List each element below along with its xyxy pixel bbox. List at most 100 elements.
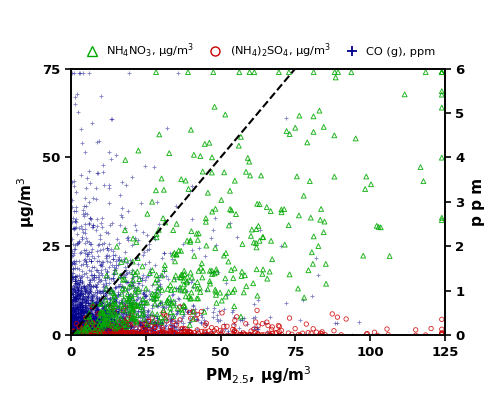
Point bbox=[102, 327, 110, 334]
Point bbox=[272, 329, 280, 336]
Point bbox=[142, 328, 150, 334]
Point bbox=[107, 326, 115, 333]
Point bbox=[438, 91, 446, 98]
Point bbox=[78, 306, 86, 312]
Point bbox=[284, 222, 292, 228]
Point bbox=[72, 225, 80, 231]
Point bbox=[110, 310, 118, 316]
Point bbox=[95, 288, 103, 294]
Point bbox=[68, 302, 76, 308]
Point bbox=[77, 305, 85, 312]
Point bbox=[181, 306, 189, 312]
Point bbox=[144, 314, 152, 320]
Point bbox=[240, 331, 248, 337]
Point bbox=[78, 317, 86, 324]
Point bbox=[92, 284, 100, 290]
Point bbox=[169, 330, 177, 336]
Point bbox=[108, 294, 116, 300]
Point bbox=[71, 327, 79, 333]
Point bbox=[76, 300, 84, 306]
Point bbox=[86, 305, 94, 312]
Point bbox=[103, 320, 111, 326]
Point bbox=[98, 314, 106, 321]
Point bbox=[68, 285, 76, 292]
Point bbox=[122, 329, 130, 336]
Point bbox=[73, 323, 81, 330]
Point bbox=[112, 332, 120, 338]
Point bbox=[76, 331, 84, 338]
Point bbox=[155, 331, 163, 338]
Point bbox=[110, 328, 118, 335]
Point bbox=[194, 230, 202, 237]
Point bbox=[80, 257, 88, 263]
Point bbox=[87, 304, 95, 310]
Point bbox=[90, 314, 98, 320]
Point bbox=[230, 286, 238, 292]
Point bbox=[86, 311, 94, 317]
Point bbox=[120, 331, 128, 337]
Point bbox=[81, 303, 89, 310]
Point bbox=[84, 329, 92, 335]
Point bbox=[275, 328, 283, 335]
Point bbox=[246, 332, 254, 338]
Point bbox=[238, 329, 246, 335]
Point bbox=[74, 296, 82, 302]
Point bbox=[88, 264, 96, 271]
Point bbox=[85, 311, 93, 318]
Point bbox=[78, 307, 86, 313]
Point bbox=[70, 323, 78, 330]
Point bbox=[142, 330, 150, 336]
Point bbox=[82, 288, 90, 294]
Point bbox=[109, 329, 117, 336]
Point bbox=[70, 312, 78, 319]
Point bbox=[74, 328, 82, 335]
Point bbox=[80, 330, 88, 337]
Point bbox=[123, 297, 131, 303]
Point bbox=[68, 331, 76, 337]
Point bbox=[148, 291, 156, 297]
Point bbox=[74, 322, 82, 328]
Point bbox=[132, 330, 140, 336]
Point bbox=[81, 320, 89, 327]
Point bbox=[150, 233, 158, 239]
Point bbox=[70, 225, 78, 231]
Point bbox=[71, 301, 79, 307]
Point bbox=[73, 328, 81, 334]
Point bbox=[320, 124, 328, 130]
Point bbox=[75, 313, 83, 320]
Point bbox=[199, 307, 207, 313]
Point bbox=[82, 314, 90, 320]
Point bbox=[79, 318, 87, 324]
Point bbox=[115, 328, 123, 334]
Point bbox=[168, 324, 175, 331]
Point bbox=[72, 330, 80, 336]
Point bbox=[92, 312, 100, 318]
Point bbox=[68, 290, 76, 296]
Point bbox=[152, 279, 160, 286]
Point bbox=[100, 310, 108, 316]
Point bbox=[113, 317, 121, 324]
Point bbox=[130, 331, 138, 338]
Point bbox=[135, 300, 143, 307]
Point bbox=[112, 329, 120, 336]
Point bbox=[74, 330, 82, 336]
Point bbox=[105, 301, 113, 308]
Point bbox=[134, 237, 142, 243]
Point bbox=[97, 320, 105, 326]
Point bbox=[164, 330, 172, 337]
Point bbox=[202, 287, 210, 293]
Point bbox=[125, 295, 133, 302]
Point bbox=[134, 331, 142, 338]
Point bbox=[112, 321, 120, 328]
Point bbox=[80, 328, 88, 334]
Point bbox=[72, 322, 80, 329]
Point bbox=[123, 332, 131, 338]
Point bbox=[88, 253, 96, 259]
Point bbox=[162, 304, 170, 310]
Point bbox=[102, 331, 110, 338]
Point bbox=[68, 332, 76, 338]
Point bbox=[254, 331, 262, 338]
Point bbox=[70, 321, 78, 328]
Point bbox=[76, 327, 84, 334]
Point bbox=[82, 247, 90, 253]
